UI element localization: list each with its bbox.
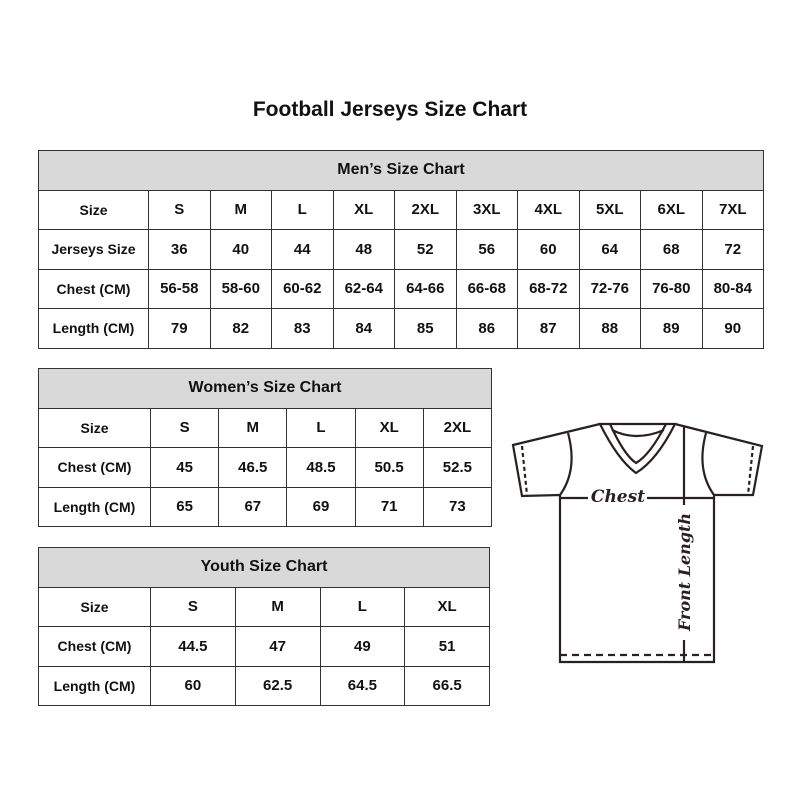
table-cell: 36 — [148, 229, 211, 270]
table-cell: 5XL — [578, 189, 641, 230]
table-cell: 60-62 — [271, 268, 334, 309]
table-cell: 40 — [209, 229, 272, 270]
table-cell: 56-58 — [148, 268, 211, 309]
table-cell: S — [150, 586, 236, 627]
table-cell: 60 — [150, 665, 236, 706]
table-cell: 80-84 — [701, 268, 764, 309]
table-cell: 51 — [404, 626, 490, 667]
table-cell: 72 — [701, 229, 764, 270]
mens-table-caption: Men’s Size Chart — [38, 150, 764, 191]
table-cell: 44.5 — [150, 626, 236, 667]
table-cell: 47 — [234, 626, 321, 667]
row-label: Size — [38, 586, 151, 627]
row-label: Chest (CM) — [38, 626, 151, 667]
table-cell: 2XL — [422, 407, 493, 448]
mens-size-table: Men’s Size Chart Size S M L XL 2XL 3XL 4XL 5XL 6X… — [38, 150, 764, 349]
table-cell: 52.5 — [422, 447, 493, 488]
table-cell: 89 — [640, 308, 703, 349]
table-cell: 65 — [149, 486, 220, 527]
table-cell: 64.5 — [319, 665, 406, 706]
table-cell: 69 — [286, 486, 356, 527]
table-cell: 86 — [455, 308, 518, 349]
youth-table-caption: Youth Size Chart — [38, 547, 490, 588]
table-cell: L — [286, 407, 356, 448]
table-cell: 58-60 — [209, 268, 272, 309]
women-row-chest-cm: Chest (CM) 45 46.5 48.5 50.5 52.5 — [38, 447, 493, 488]
table-cell: 6XL — [640, 189, 703, 230]
table-cell: 64 — [578, 229, 641, 270]
row-label: Length (CM) — [38, 486, 151, 527]
table-cell: 44 — [271, 229, 334, 270]
table-cell: S — [148, 189, 211, 230]
table-cell: 83 — [271, 308, 334, 349]
table-cell: 7XL — [701, 189, 764, 230]
table-cell: 50.5 — [354, 447, 424, 488]
womens-size-table: Women’s Size Chart Size S M L XL 2XL Chest (CM… — [38, 368, 493, 527]
table-cell: XL — [354, 407, 424, 448]
table-cell: 3XL — [455, 189, 518, 230]
men-row-jerseys-size: Jerseys Size 36 40 44 48 52 56 60 64 68 72 — [38, 229, 764, 270]
table-cell: 46.5 — [218, 447, 288, 488]
table-cell: M — [209, 189, 272, 230]
row-label: Chest (CM) — [38, 447, 151, 488]
women-row-length-cm: Length (CM) 65 67 69 71 73 — [38, 486, 493, 527]
table-cell: 48.5 — [286, 447, 356, 488]
table-cell: 73 — [422, 486, 493, 527]
table-cell: L — [271, 189, 334, 230]
table-cell: 62.5 — [234, 665, 321, 706]
page-title: Football Jerseys Size Chart — [252, 98, 528, 121]
table-cell: 84 — [332, 308, 395, 349]
table-cell: 2XL — [394, 189, 457, 230]
table-cell: 68-72 — [517, 268, 580, 309]
table-cell: 90 — [701, 308, 764, 349]
youth-row-chest-cm: Chest (CM) 44.5 47 49 51 — [38, 626, 490, 667]
table-cell: 66.5 — [404, 665, 490, 706]
table-cell: XL — [332, 189, 395, 230]
table-cell: 56 — [455, 229, 518, 270]
table-cell: 62-64 — [332, 268, 395, 309]
table-cell: 82 — [209, 308, 272, 349]
front-length-label: Front Length — [675, 513, 694, 632]
men-row-length-cm: Length (CM) 79 82 83 84 85 86 87 88 89 90 — [38, 308, 764, 349]
men-row-chest-cm: Chest (CM) 56-58 58-60 60-62 62-64 64-66 66-68… — [38, 268, 764, 309]
table-cell: 71 — [354, 486, 424, 527]
table-cell: 66-68 — [455, 268, 518, 309]
women-row-size: Size S M L XL 2XL — [38, 407, 493, 448]
youth-row-size: Size S M L XL — [38, 586, 490, 627]
table-cell: 88 — [578, 308, 641, 349]
table-cell: L — [319, 586, 406, 627]
men-row-size: Size S M L XL 2XL 3XL 4XL 5XL 6XL 7XL — [38, 189, 764, 230]
table-cell: 68 — [640, 229, 703, 270]
table-cell: 49 — [319, 626, 406, 667]
table-cell: 85 — [394, 308, 457, 349]
row-label: Size — [38, 407, 151, 448]
table-cell: 64-66 — [394, 268, 457, 309]
row-label: Size — [38, 189, 149, 230]
table-cell: 60 — [517, 229, 580, 270]
table-cell: 48 — [332, 229, 395, 270]
table-cell: 45 — [149, 447, 220, 488]
youth-size-table: Youth Size Chart Size S M L XL Chest (CM) 44.5… — [38, 547, 490, 706]
table-cell: 4XL — [517, 189, 580, 230]
table-cell: 67 — [218, 486, 288, 527]
row-label: Length (CM) — [38, 665, 151, 706]
row-label: Jerseys Size — [38, 229, 149, 270]
table-cell: S — [149, 407, 220, 448]
chest-label: Chest — [591, 487, 645, 507]
table-cell: 79 — [148, 308, 211, 349]
row-label: Chest (CM) — [38, 268, 149, 309]
jersey-measurement-diagram: Chest Front Length — [511, 422, 764, 664]
womens-table-caption: Women’s Size Chart — [38, 368, 492, 409]
table-cell: M — [218, 407, 288, 448]
table-cell: 52 — [394, 229, 457, 270]
row-label: Length (CM) — [38, 308, 149, 349]
youth-row-length-cm: Length (CM) 60 62.5 64.5 66.5 — [38, 665, 490, 706]
table-cell: 72-76 — [578, 268, 641, 309]
table-cell: M — [234, 586, 321, 627]
table-cell: 76-80 — [640, 268, 703, 309]
table-cell: 87 — [517, 308, 580, 349]
table-cell: XL — [404, 586, 490, 627]
